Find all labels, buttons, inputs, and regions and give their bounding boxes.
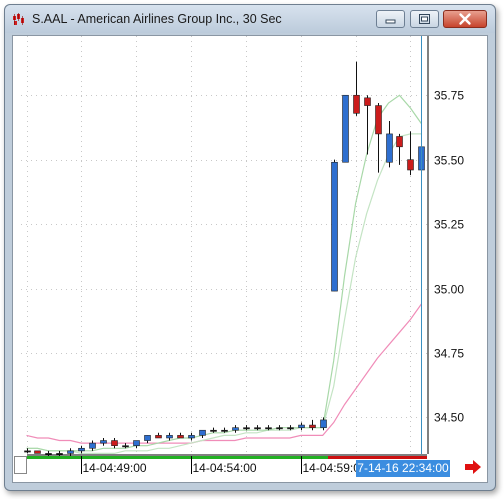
maximize-icon	[419, 14, 430, 24]
candle-body	[67, 450, 74, 454]
chart-area[interactable]: 35.75 35.50 35.25 35.00 34.75 34.50 14-04:49:0…	[12, 35, 488, 483]
price-tick-label: 35.75	[434, 89, 464, 103]
time-tick-label: 14-04:54:00	[193, 461, 257, 475]
candle-body	[34, 450, 41, 454]
candle-body	[100, 440, 107, 444]
price-tick-label: 35.50	[434, 154, 464, 168]
candle-body	[89, 442, 96, 449]
candle-body	[386, 133, 393, 163]
moving-average-slow	[26, 133, 422, 454]
session-bar-red	[328, 456, 427, 459]
cursor-time-label: 7-14-16 22:34:00	[356, 460, 450, 477]
candle-body	[56, 453, 63, 455]
app-icon	[13, 13, 24, 25]
close-button[interactable]	[443, 10, 487, 28]
close-icon	[459, 13, 471, 25]
candle-body	[265, 427, 272, 430]
candle-body	[353, 94, 360, 114]
candle-body	[166, 435, 173, 439]
candle-body	[298, 424, 305, 428]
candlestick-chart[interactable]: 35.75 35.50 35.25 35.00 34.75 34.50 14-04:49:0…	[13, 36, 487, 482]
candle-body	[396, 136, 403, 148]
price-tick-label: 35.25	[434, 218, 464, 232]
candle-body	[155, 435, 162, 439]
candle-body	[188, 435, 195, 439]
price-tick-label: 34.50	[434, 411, 464, 425]
candle-body	[309, 424, 316, 428]
moving-average-long	[26, 303, 422, 444]
candle-body	[111, 440, 118, 446]
candle-body	[254, 427, 261, 430]
chart-window: S.AAL - American Airlines Group Inc., 30…	[4, 4, 496, 491]
candle-body	[243, 427, 250, 430]
session-bar-green	[27, 456, 328, 459]
maximize-button[interactable]	[410, 10, 439, 28]
candle-body	[232, 427, 239, 431]
window-title: S.AAL - American Airlines Group Inc., 30…	[32, 12, 282, 26]
title-bar[interactable]: S.AAL - American Airlines Group Inc., 30…	[5, 5, 495, 33]
candle-body	[320, 419, 327, 428]
candle-body	[287, 427, 294, 430]
candle-body	[276, 427, 283, 430]
candle-body	[210, 429, 217, 432]
candle-body	[133, 440, 140, 446]
time-tick-label: 14-04:59:00	[303, 461, 367, 475]
candle-body	[24, 450, 31, 453]
candle-body	[177, 435, 184, 439]
moving-average-fast	[26, 94, 422, 452]
arrow-right-icon[interactable]	[464, 459, 482, 475]
candle-body	[221, 429, 228, 432]
candle-body	[342, 94, 349, 163]
minimize-button[interactable]	[376, 10, 405, 28]
candle-body	[78, 447, 85, 452]
time-tick-label: 14-04:49:00	[83, 461, 147, 475]
candle-body	[199, 429, 206, 436]
scroll-thumb[interactable]	[14, 456, 27, 474]
candle-body	[331, 161, 338, 292]
minimize-icon	[385, 19, 396, 24]
candle-body	[364, 97, 371, 106]
candle-body	[45, 453, 52, 455]
price-tick-label: 34.75	[434, 347, 464, 361]
candle-body	[144, 435, 151, 441]
candle-body	[122, 445, 129, 448]
price-tick-label: 35.00	[434, 283, 464, 297]
candle-body	[375, 105, 382, 135]
candle-body	[407, 159, 414, 171]
